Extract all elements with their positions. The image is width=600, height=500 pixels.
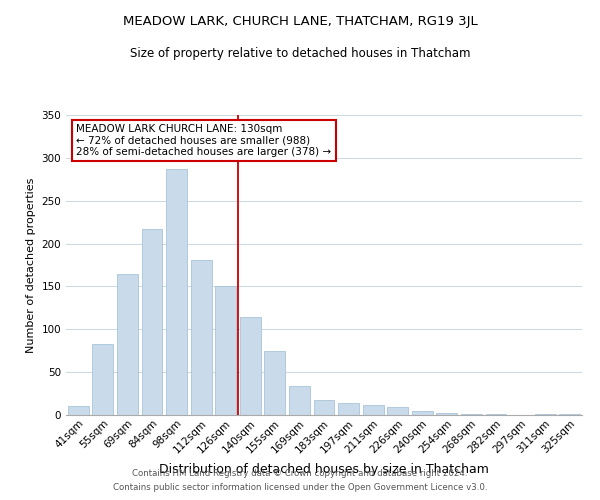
Bar	[68, 406, 89, 415]
Bar	[314, 400, 334, 415]
Y-axis label: Number of detached properties: Number of detached properties	[26, 178, 36, 352]
Bar	[436, 414, 457, 415]
Bar	[265, 350, 286, 415]
Bar	[289, 386, 310, 415]
Bar	[362, 404, 383, 415]
Bar	[191, 260, 212, 415]
Bar	[387, 408, 408, 415]
Bar	[166, 169, 187, 415]
Bar	[240, 318, 261, 415]
Text: Contains public sector information licensed under the Open Government Licence v3: Contains public sector information licen…	[113, 484, 487, 492]
Text: Contains HM Land Registry data © Crown copyright and database right 2024.: Contains HM Land Registry data © Crown c…	[132, 468, 468, 477]
Bar	[92, 344, 113, 415]
Text: MEADOW LARK, CHURCH LANE, THATCHAM, RG19 3JL: MEADOW LARK, CHURCH LANE, THATCHAM, RG19…	[122, 15, 478, 28]
Bar	[142, 229, 163, 415]
Bar	[535, 414, 556, 415]
Bar	[117, 274, 138, 415]
Bar	[559, 414, 580, 415]
Bar	[485, 414, 506, 415]
Text: Size of property relative to detached houses in Thatcham: Size of property relative to detached ho…	[130, 48, 470, 60]
Bar	[461, 414, 482, 415]
Bar	[215, 286, 236, 415]
Bar	[412, 410, 433, 415]
X-axis label: Distribution of detached houses by size in Thatcham: Distribution of detached houses by size …	[159, 463, 489, 476]
Bar	[338, 403, 359, 415]
Text: MEADOW LARK CHURCH LANE: 130sqm
← 72% of detached houses are smaller (988)
28% o: MEADOW LARK CHURCH LANE: 130sqm ← 72% of…	[76, 124, 331, 157]
